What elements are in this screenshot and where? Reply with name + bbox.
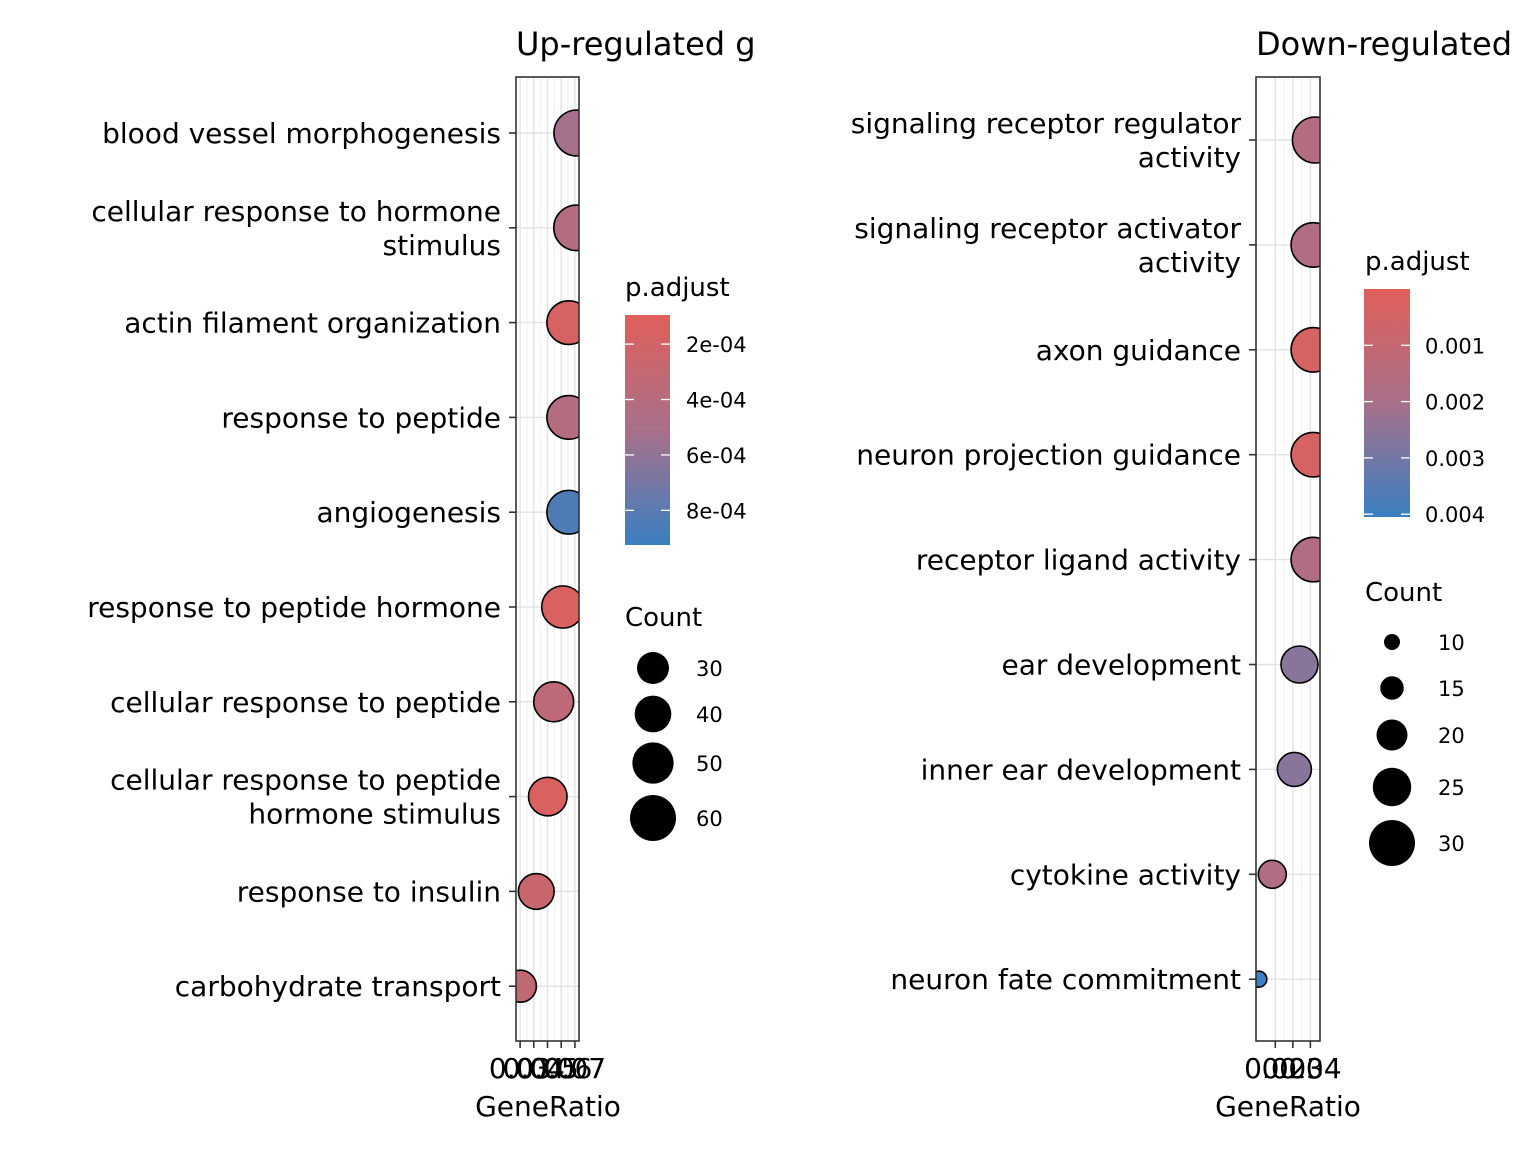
y-tick-label: angiogenesis xyxy=(316,496,501,529)
y-tick-label: response to peptide hormone xyxy=(87,591,501,624)
data-point xyxy=(1280,645,1319,684)
y-tick-label: actin filament organization xyxy=(124,307,501,340)
y-tick-label: response to insulin xyxy=(237,875,501,908)
legend-tick-label: 0.003 xyxy=(1425,447,1485,471)
x-tick-label: 0.06 xyxy=(530,1052,592,1085)
legend-tick-label: 2e-04 xyxy=(686,333,747,357)
data-point xyxy=(532,681,575,723)
x-tick-label: 0.03 xyxy=(1262,1052,1324,1085)
x-tick-label: 0.03 xyxy=(489,1052,551,1085)
data-point xyxy=(1290,536,1320,583)
size-legend-key xyxy=(634,695,672,733)
size-legend-key xyxy=(1380,676,1404,700)
chart-title: Up-regulated g xyxy=(516,25,756,63)
legend-tick-label: 4e-04 xyxy=(686,389,747,413)
chart-title-group: Down-regulated xyxy=(1256,25,1512,63)
x-axis-label: GeneRatio xyxy=(475,1090,621,1123)
y-tick-label: inner ear development xyxy=(921,753,1241,786)
legend-tick-label: 50 xyxy=(696,752,723,776)
x-tick-label: 0.04 xyxy=(503,1052,565,1085)
chart-title-group: Up-regulated g xyxy=(516,25,756,63)
color-bar xyxy=(1364,289,1410,517)
legend-tick-label: 15 xyxy=(1438,677,1465,701)
data-point xyxy=(1290,431,1320,478)
y-tick-label: neuron fate commitment xyxy=(890,963,1241,996)
size-legend-key xyxy=(637,652,669,684)
x-tick-label: 0.04 xyxy=(1279,1052,1341,1085)
y-tick-label: cellular response to peptide hormone stim… xyxy=(110,764,501,831)
y-tick-label: carbohydrate transport xyxy=(175,970,501,1003)
data-point xyxy=(1291,116,1320,164)
legend-count: Count 30 40 50 60 xyxy=(625,603,723,841)
data-point xyxy=(516,969,538,1003)
y-tick-label: receptor ligand activity xyxy=(916,544,1241,577)
legend-tick-label: 30 xyxy=(1438,832,1465,856)
y-tick-label: signaling receptor activator activity xyxy=(854,212,1241,279)
y-tick-label: blood vessel morphogenesis xyxy=(102,117,501,150)
color-bar xyxy=(625,315,670,545)
legend-title: p.adjust xyxy=(1365,247,1470,277)
legend-tick-label: 40 xyxy=(696,703,723,727)
y-tick-label: cellular response to hormone stimulus xyxy=(91,195,501,262)
data-point xyxy=(546,394,579,441)
y-tick-label: axon guidance xyxy=(1036,334,1241,367)
legend-tick-label: 10 xyxy=(1438,631,1465,655)
size-legend-key xyxy=(1372,767,1412,807)
legend-tick-label: 8e-04 xyxy=(686,499,747,523)
size-legend-key xyxy=(1369,820,1415,866)
x-tick-label: 0.02 xyxy=(1244,1052,1306,1085)
y-tick-label: neuron projection guidance xyxy=(856,439,1241,472)
y-tick-label: cytokine activity xyxy=(1010,858,1241,891)
data-point xyxy=(1256,970,1268,988)
size-legend-key xyxy=(630,795,676,841)
size-legend-key xyxy=(1376,719,1408,751)
points-layer xyxy=(1256,116,1320,988)
data-point xyxy=(517,872,555,911)
y-tick-label: signaling receptor regulator activity xyxy=(851,107,1242,174)
data-point xyxy=(1290,326,1320,373)
y-tick-label: ear development xyxy=(1001,649,1241,682)
data-point xyxy=(540,585,579,629)
data-point xyxy=(546,489,579,535)
plot-panel-border xyxy=(1255,76,1321,1042)
panel-down-regulated: Down-regulated signaling receptor regulat… xyxy=(851,25,1512,1123)
x-axis-label: GeneRatio xyxy=(1215,1090,1361,1123)
legend-tick-label: 6e-04 xyxy=(686,444,747,468)
data-point xyxy=(1257,859,1288,890)
size-legend-key xyxy=(1384,634,1400,650)
chart-title: Down-regulated xyxy=(1256,25,1512,63)
data-point xyxy=(546,299,579,346)
data-point xyxy=(1276,751,1313,788)
legend-tick-label: 0.002 xyxy=(1425,391,1485,415)
size-legend-key xyxy=(632,742,674,784)
points-layer xyxy=(516,109,579,1003)
legend-tick-label: 0.004 xyxy=(1425,503,1485,527)
data-point xyxy=(552,204,579,252)
panel-up-regulated: Up-regulated g blood vessel morphogenesis… xyxy=(87,25,755,1123)
y-tick-label: response to peptide xyxy=(221,401,501,434)
legend-tick-label: 30 xyxy=(696,657,723,681)
data-point xyxy=(527,776,568,817)
legend-p-adjust: p.adjust 2e-04 4e-04 6e-04 8e-04 xyxy=(625,273,747,545)
legend-tick-label: 0.001 xyxy=(1425,334,1485,358)
data-point xyxy=(1290,221,1320,268)
x-tick-label: 0.05 xyxy=(516,1052,578,1085)
x-tick-label: 0.07 xyxy=(544,1052,606,1085)
legend-tick-label: 20 xyxy=(1438,724,1465,748)
data-point xyxy=(553,109,579,157)
legend-p-adjust: p.adjust 0.001 0.002 0.003 0.004 xyxy=(1364,247,1485,527)
legend-title: p.adjust xyxy=(625,273,730,303)
legend-tick-label: 25 xyxy=(1438,776,1465,800)
legend-title: Count xyxy=(625,603,702,633)
legend-tick-label: 60 xyxy=(696,807,723,831)
y-tick-label: cellular response to peptide xyxy=(110,686,501,719)
legend-title: Count xyxy=(1365,578,1442,608)
legend-count: Count 10 15 20 25 30 xyxy=(1365,578,1465,866)
